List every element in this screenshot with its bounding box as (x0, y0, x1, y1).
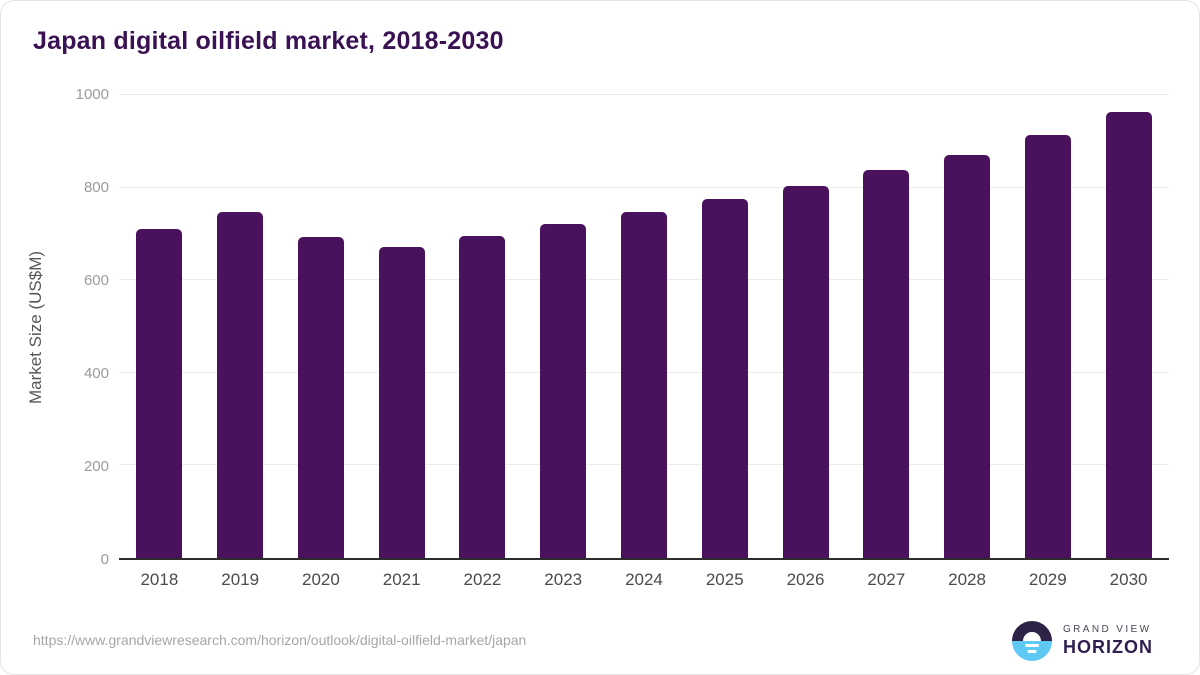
x-axis-tick-labels: 2018 2019 2020 2021 2022 2023 2024 2025 2026 2027… (119, 570, 1169, 590)
bar-2021[interactable] (378, 246, 425, 558)
bar-slot-2029 (1007, 95, 1088, 558)
logo-text: GRAND VIEW HORIZON (1063, 624, 1153, 658)
x-tick-label-2024: 2024 (625, 570, 663, 589)
x-tick-label-2029: 2029 (1028, 570, 1067, 589)
bar-slot-2026 (765, 95, 846, 558)
x-tick-label-2018: 2018 (140, 570, 179, 589)
reflection-line (1027, 650, 1037, 653)
chart-title: Japan digital oilfield market, 2018-2030 (33, 27, 504, 55)
y-tick-label-0: 0 (100, 551, 109, 568)
horizon-sunrise-icon (1012, 621, 1052, 661)
x-tick-label-2023: 2023 (544, 570, 583, 589)
bar-slot-2022 (442, 95, 523, 558)
y-axis-tick-labels: 0 200 400 600 800 1000 (1, 86, 109, 568)
bar-slot-2025 (684, 95, 765, 558)
y-tick-label-1000: 1000 (75, 86, 109, 103)
gridline-800 (119, 186, 1169, 188)
bar-2020[interactable] (297, 237, 344, 558)
bar-slot-2021 (361, 95, 442, 558)
bar-series (119, 95, 1169, 558)
source-url: https://www.grandviewresearch.com/horizo… (33, 632, 527, 648)
bar-slot-2027 (846, 95, 927, 558)
bar-slot-2023 (523, 95, 604, 558)
reflection-line (1025, 644, 1039, 647)
x-tick-label-2022: 2022 (463, 570, 502, 589)
x-tick-label-2026: 2026 (786, 570, 825, 589)
bar-slot-2028 (927, 95, 1008, 558)
bar-2022[interactable] (459, 236, 506, 558)
x-tick-label-2020: 2020 (302, 570, 340, 589)
logo-brand-name: GRAND VIEW (1063, 624, 1152, 635)
x-tick-label-2025: 2025 (705, 570, 744, 589)
bar-2029[interactable] (1024, 134, 1071, 558)
bar-2030[interactable] (1105, 112, 1152, 558)
bar-2026[interactable] (782, 185, 829, 558)
x-tick-label-2028: 2028 (948, 570, 986, 589)
x-tick-label-2021: 2021 (382, 570, 421, 589)
x-tick-label-2030: 2030 (1109, 570, 1148, 589)
y-tick-label-400: 400 (83, 365, 109, 382)
bar-slot-2030 (1088, 95, 1169, 558)
bar-2018[interactable] (136, 229, 183, 558)
y-tick-label-600: 600 (83, 272, 109, 289)
bar-slot-2020 (281, 95, 362, 558)
bar-2027[interactable] (863, 170, 910, 558)
bar-slot-2019 (200, 95, 281, 558)
x-tick-label-2027: 2027 (867, 570, 906, 589)
bar-2028[interactable] (944, 155, 991, 558)
x-tick-label-2019: 2019 (221, 570, 260, 589)
bar-slot-2018 (119, 95, 200, 558)
y-tick-label-200: 200 (83, 458, 109, 475)
bar-2023[interactable] (540, 223, 587, 558)
bar-slot-2024 (604, 95, 685, 558)
logo-product-name: HORIZON (1063, 637, 1153, 657)
gridline-1000 (119, 94, 1169, 95)
y-tick-label-800: 800 (83, 179, 109, 196)
grand-view-horizon-logo: GRAND VIEW HORIZON (1012, 621, 1153, 661)
bar-2025[interactable] (701, 198, 748, 558)
plot-area (119, 94, 1169, 560)
bar-2024[interactable] (620, 211, 667, 558)
bar-2019[interactable] (217, 211, 264, 558)
sun-shape (1023, 632, 1041, 641)
